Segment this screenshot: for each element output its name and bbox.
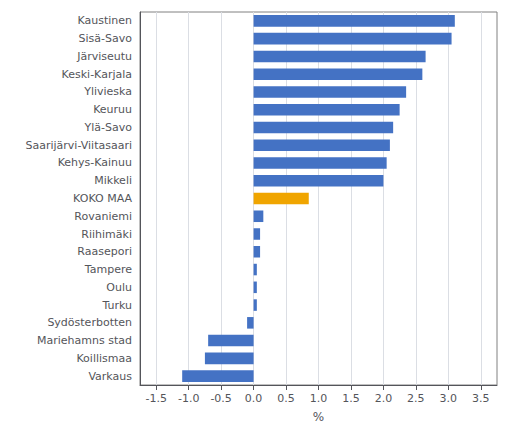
svg-text:Tampere: Tampere [84,263,132,276]
svg-text:Ylivieska: Ylivieska [83,85,132,98]
svg-text:KOKO MAA: KOKO MAA [73,192,132,205]
svg-text:Varkaus: Varkaus [88,370,132,383]
svg-text:Rovaniemi: Rovaniemi [74,210,132,223]
svg-text:Keuruu: Keuruu [93,103,132,116]
svg-text:2.5: 2.5 [407,392,425,405]
svg-text:-1.5: -1.5 [145,392,166,405]
svg-text:0.0: 0.0 [245,392,262,405]
svg-text:Saarijärvi-Viitasaari: Saarijärvi-Viitasaari [26,139,133,152]
svg-text:Kaustinen: Kaustinen [77,14,132,27]
svg-text:-0.5: -0.5 [210,392,231,405]
svg-text:3.5: 3.5 [472,392,490,405]
svg-text:1.0: 1.0 [310,392,328,405]
svg-text:Sisä-Savo: Sisä-Savo [79,32,133,45]
svg-text:Oulu: Oulu [106,281,132,294]
svg-text:Mariehamns stad: Mariehamns stad [37,334,132,347]
svg-text:1.5: 1.5 [342,392,360,405]
svg-text:Mikkeli: Mikkeli [94,174,132,187]
svg-text:Sydösterbotten: Sydösterbotten [47,316,132,329]
svg-text:3.0: 3.0 [440,392,458,405]
svg-text:Keski-Karjala: Keski-Karjala [62,68,132,81]
svg-text:Koillismaa: Koillismaa [76,352,132,365]
svg-text:%: % [313,410,324,424]
svg-text:Kehys-Kainuu: Kehys-Kainuu [58,156,132,169]
svg-text:Turku: Turku [101,299,132,312]
svg-text:Ylä-Savo: Ylä-Savo [84,121,133,134]
svg-text:Järviseutu: Järviseutu [76,50,132,63]
svg-text:2.0: 2.0 [375,392,393,405]
svg-text:0.5: 0.5 [277,392,295,405]
svg-text:Riihimäki: Riihimäki [81,228,132,241]
svg-text:-1.0: -1.0 [178,392,199,405]
svg-text:Raasepori: Raasepori [77,245,132,258]
